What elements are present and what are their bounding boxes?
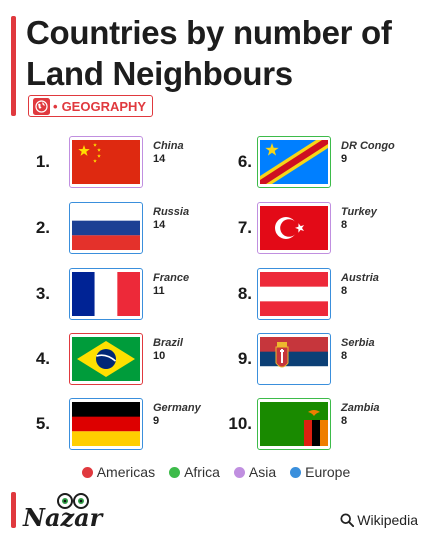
legend-label-europe: Europe [305,464,351,480]
legend-dot-europe [290,466,302,478]
category-badge: • GEOGRAPHY [28,95,154,117]
country-name-austria: Austria [341,272,379,284]
rank-germany: 5. [35,414,50,433]
legend: Americas Africa Asia Europe [0,464,432,480]
brand-name: Nazar [22,503,105,530]
rank-dr-congo: 6. [237,152,252,171]
flag-germany [69,398,143,450]
title-line-2: Land Neighbours [26,55,293,92]
flag-china-image [72,140,140,184]
flag-dr-congo-image [260,140,328,184]
flag-russia-image [72,206,140,250]
flag-zambia [257,398,331,450]
country-name-brazil: Brazil [153,337,183,349]
legend-label-africa: Africa [184,464,220,480]
rank-brazil: 4. [35,349,50,368]
country-name-france: France [153,272,190,284]
neighbour-count-serbia: 8 [341,350,348,362]
flag-china [69,136,143,188]
globe-icon [33,97,50,115]
neighbour-count-russia: 14 [153,219,166,231]
category-label: GEOGRAPHY [61,98,147,114]
rank-zambia: 10. [228,414,252,433]
nazar-logo: Nazar [11,492,105,530]
flag-serbia-image [260,337,328,381]
source-credit: Wikipedia [340,512,418,528]
neighbour-count-china: 14 [153,153,166,165]
legend-label-asia: Asia [248,464,277,480]
legend-label-americas: Americas [96,464,156,480]
legend-dot-asia [233,466,245,478]
neighbour-count-turkey: 8 [341,219,348,231]
flag-russia [69,202,143,254]
country-name-zambia: Zambia [341,402,380,414]
flag-dr-congo [257,136,331,188]
flag-serbia [257,333,331,385]
flag-brazil-image [72,337,140,381]
rank-china: 1. [35,152,50,171]
flag-austria-image [260,272,328,316]
rank-austria: 8. [237,284,252,303]
title-accent-bar [11,16,16,116]
rank-russia: 2. [35,218,50,237]
neighbour-count-austria: 8 [341,285,348,297]
country-name-turkey: Turkey [341,206,377,218]
neighbour-count-brazil: 10 [153,350,166,362]
flag-turkey [257,202,331,254]
search-icon [340,513,355,527]
title-line-1: Countries by number of [26,14,392,51]
rank-turkey: 7. [237,218,252,237]
flag-zambia-image [260,402,328,446]
legend-item-africa: Africa [169,464,220,480]
country-name-germany: Germany [153,402,201,414]
neighbour-count-france: 11 [153,285,165,297]
country-name-serbia: Serbia [341,337,375,349]
legend-dot-africa [169,466,181,478]
flag-germany-image [72,402,140,446]
rank-france: 3. [35,284,50,303]
country-name-russia: Russia [153,206,190,218]
legend-item-asia: Asia [233,464,277,480]
rank-serbia: 9. [237,349,252,368]
badge-bullet: • [53,98,58,114]
source-label: Wikipedia [357,512,418,528]
legend-item-europe: Europe [290,464,350,480]
flag-austria [257,268,331,320]
neighbour-count-dr-congo: 9 [341,153,348,165]
flag-france-image [72,272,140,316]
legend-dot-americas [81,466,93,478]
legend-item-americas: Americas [81,464,156,480]
country-name-dr-congo: DR Congo [341,140,395,152]
flag-france [69,268,143,320]
flag-brazil [69,333,143,385]
page-title: Countries by number of Land Neighbours [26,12,426,94]
neighbour-count-germany: 9 [153,415,160,427]
neighbour-count-zambia: 8 [341,415,348,427]
country-name-china: China [153,140,184,152]
flag-turkey-image [260,206,328,250]
